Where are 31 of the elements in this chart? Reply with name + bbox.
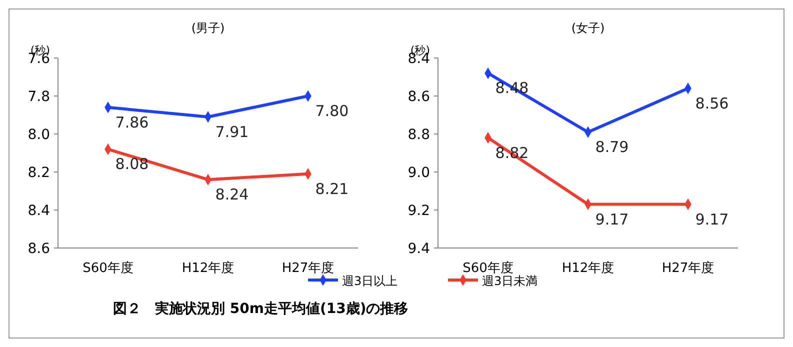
data-label: 8.08 bbox=[115, 155, 149, 174]
y-tick-label: 8.2 bbox=[28, 165, 50, 181]
x-tick-label: H27年度 bbox=[662, 260, 714, 276]
y-tick-label: 9.0 bbox=[408, 165, 430, 181]
chart-title: (男子) bbox=[191, 21, 225, 35]
caption: 図２ 実施状況別 50m走平均値(13歳)の推移 bbox=[113, 300, 408, 317]
y-tick-label: 9.2 bbox=[408, 203, 430, 219]
data-label: 8.56 bbox=[695, 94, 729, 112]
x-tick-label: H12年度 bbox=[562, 260, 614, 276]
data-label: 7.91 bbox=[215, 122, 249, 141]
chart-title: (女子) bbox=[571, 21, 605, 35]
y-tick-label: 8.8 bbox=[408, 127, 430, 143]
y-tick-label: 7.8 bbox=[28, 89, 50, 105]
data-label: 7.80 bbox=[315, 102, 349, 120]
x-tick-label: S60年度 bbox=[82, 260, 134, 276]
y-tick-label: 8.4 bbox=[28, 203, 50, 219]
y-tick-label: 8.6 bbox=[28, 241, 50, 257]
x-tick-label: S60年度 bbox=[462, 260, 514, 276]
x-tick-label: H27年度 bbox=[282, 260, 334, 276]
data-label: 8.24 bbox=[215, 186, 249, 204]
data-label: 8.79 bbox=[595, 138, 629, 156]
data-label: 9.17 bbox=[695, 210, 729, 228]
x-tick-label: H12年度 bbox=[182, 260, 234, 276]
legend-label: 週3日未満 bbox=[482, 274, 538, 288]
y-tick-label: 8.6 bbox=[408, 89, 430, 105]
data-label: 9.17 bbox=[595, 210, 629, 228]
data-label: 8.21 bbox=[315, 180, 349, 198]
legend-label: 週3日以上 bbox=[342, 274, 398, 288]
data-label: 7.86 bbox=[115, 113, 149, 132]
y-tick-label: 9.4 bbox=[408, 241, 430, 257]
y-tick-label: 8.0 bbox=[28, 127, 50, 143]
